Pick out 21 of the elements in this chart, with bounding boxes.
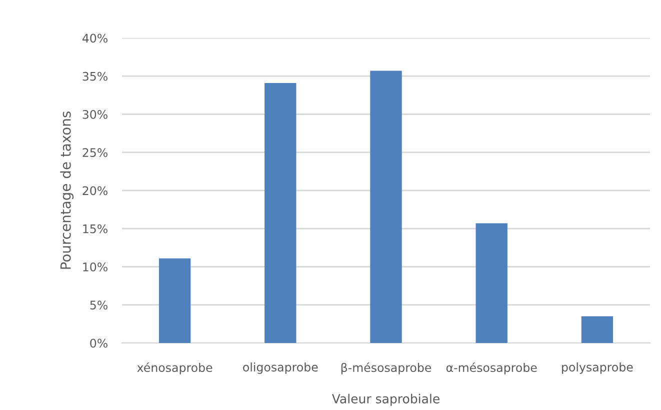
y-tick-label: 15% bbox=[83, 224, 108, 234]
x-tick-label: xénosaprobe bbox=[137, 362, 212, 374]
x-tick-label: polysaprobe bbox=[562, 362, 633, 374]
y-tick-label: 25% bbox=[82, 148, 108, 158]
x-tick-label: β-mésosaprobe bbox=[341, 362, 432, 374]
x-axis-title: Valeur saprobiale bbox=[332, 394, 440, 406]
bar bbox=[264, 82, 296, 343]
bar bbox=[370, 70, 402, 343]
bar bbox=[581, 316, 614, 343]
y-tick-label: 5% bbox=[90, 300, 108, 310]
bar bbox=[158, 258, 191, 343]
x-tick-label: α-mésosaprobe bbox=[446, 362, 537, 374]
x-tick-label: oligosaprobe bbox=[243, 362, 318, 374]
y-tick-label: 20% bbox=[82, 186, 108, 196]
bar bbox=[476, 223, 508, 343]
y-tick-label: 30% bbox=[82, 110, 108, 119]
y-axis-title: Pourcentage de taxons bbox=[60, 112, 74, 269]
y-tick-label: 0% bbox=[90, 338, 108, 348]
y-tick-label: 40% bbox=[82, 34, 108, 43]
y-tick-label: 10% bbox=[83, 262, 108, 272]
y-tick-label: 35% bbox=[82, 72, 108, 81]
